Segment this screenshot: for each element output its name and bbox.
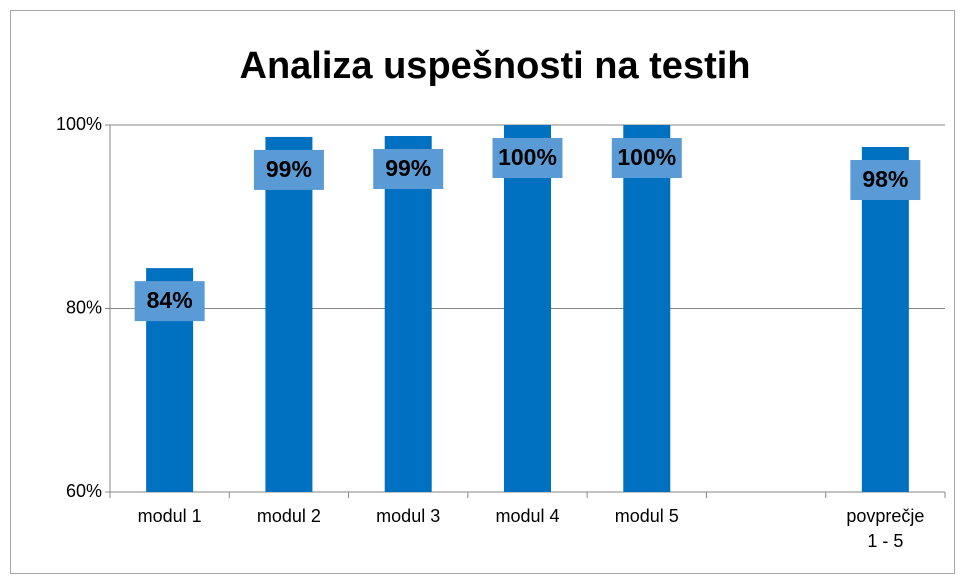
x-tick-label: modul 2 — [256, 506, 321, 526]
data-label: 100% — [498, 144, 557, 170]
data-label: 99% — [266, 156, 312, 182]
bar — [623, 125, 671, 492]
data-label-box — [492, 138, 563, 178]
x-tick-label: modul 3 — [376, 506, 441, 526]
y-tick-label: 100% — [56, 114, 102, 134]
x-tick-label: modul 5 — [614, 506, 679, 526]
y-tick-label: 80% — [66, 297, 102, 317]
data-label: 84% — [147, 287, 193, 313]
y-tick-label: 60% — [66, 481, 102, 501]
bar — [861, 147, 909, 492]
data-label: 100% — [617, 144, 676, 170]
bar — [504, 125, 551, 492]
data-label-box — [134, 281, 205, 322]
data-label: 98% — [862, 166, 908, 192]
x-tick-label: povprečje 1 - 5 — [846, 506, 925, 551]
x-tick-label: modul 4 — [495, 506, 560, 526]
data-label-box — [373, 149, 444, 190]
x-tick-label: modul 1 — [137, 506, 202, 526]
bar — [384, 136, 432, 492]
data-label-box — [611, 138, 682, 178]
data-label: 99% — [385, 155, 431, 181]
bar — [265, 136, 313, 493]
data-label-box — [850, 160, 921, 201]
chart-title: Analiza uspešnosti na testih — [240, 45, 751, 87]
data-label-box — [253, 149, 324, 190]
